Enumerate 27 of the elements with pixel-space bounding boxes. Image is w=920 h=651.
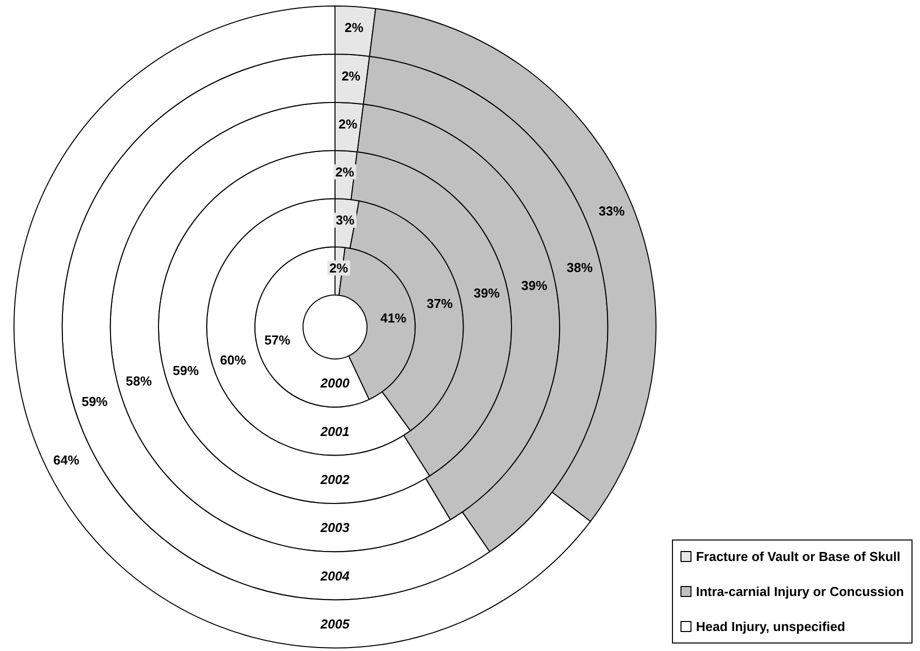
slice-label: 2005 [320,616,350,632]
legend-label: Fracture of Vault or Base of Skull [696,549,900,564]
data-label: 58% [126,374,152,389]
data-label: 2% [338,116,358,132]
data-label: 37% [426,296,454,312]
data-label: 39% [474,286,500,301]
data-label: 3% [336,212,355,228]
data-label: 2% [329,260,349,276]
slice-label: 2002 [320,472,350,487]
data-label: 59% [82,394,108,410]
data-label: 64% [53,452,80,468]
legend-label: Intra-carnial Injury or Concussion [696,584,904,599]
data-label: 2% [344,20,364,36]
data-label: 59% [172,362,200,378]
slice-label: 2004 [320,568,350,584]
data-label: 38% [566,260,594,276]
data-label: 57% [264,332,291,348]
data-label: 60% [220,352,246,368]
data-label: 41% [380,310,407,326]
slice-label: 2000 [320,376,350,391]
slice-label: 2003 [320,520,350,536]
data-label: 2% [342,68,361,84]
data-label: 2% [335,164,355,180]
data-label: 39% [521,278,548,293]
slice-label: 2001 [320,424,350,439]
legend-label: Head Injury, unspecified [696,619,846,634]
data-label: 33% [598,204,626,219]
